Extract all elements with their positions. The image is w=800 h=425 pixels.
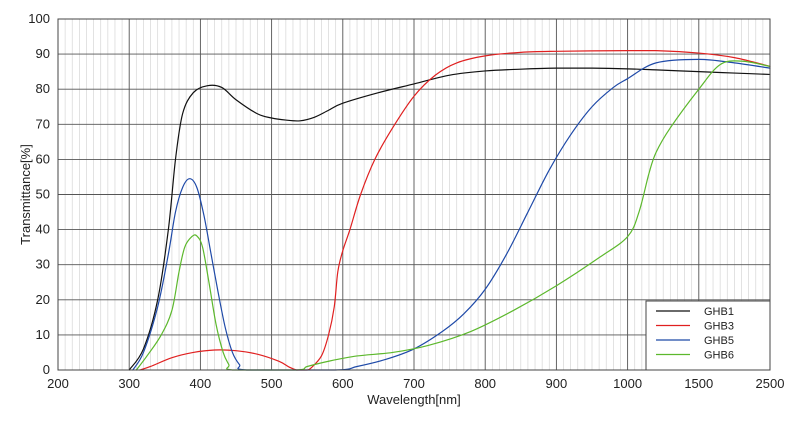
y-tick-label: 80 [36, 81, 50, 96]
y-axis-label: Transmittance[%] [18, 144, 33, 245]
plot-frame [57, 18, 771, 371]
y-tick-label: 70 [36, 116, 50, 131]
y-tick-label: 30 [36, 257, 50, 272]
legend-label: GHB5 [704, 335, 734, 347]
y-tick-label: 100 [28, 11, 50, 26]
series-line-ghb3 [139, 49, 771, 371]
y-tick-label: 40 [36, 222, 50, 237]
y-tick-labels: 0 10 20 30 40 50 60 70 80 90 100 [28, 11, 50, 377]
y-tick-label: 90 [36, 46, 50, 61]
legend: GHB1 GHB3 GHB5 GHB6 [645, 300, 771, 371]
x-tick-labels: 200 300 400 500 600 700 800 900 1000 1500 2500 [47, 376, 784, 391]
x-tick-label: 1500 [684, 376, 713, 391]
x-tick-label: 200 [47, 376, 69, 391]
series-layer [128, 49, 771, 371]
x-axis-label: Wavelength[nm] [367, 392, 460, 407]
series-line-ghb1 [128, 67, 771, 371]
x-tick-label: 500 [261, 376, 283, 391]
x-tick-label: 1000 [613, 376, 642, 391]
legend-label: GHB3 [704, 321, 734, 333]
y-tick-label: 20 [36, 292, 50, 307]
x-tick-label: 2500 [756, 376, 785, 391]
x-tick-label: 800 [474, 376, 496, 391]
legend-box [645, 300, 771, 371]
y-tick-label: 50 [36, 187, 50, 202]
x-tick-label: 300 [118, 376, 140, 391]
legend-label: GHB6 [704, 350, 734, 362]
series-line-ghb6 [135, 60, 771, 371]
x-tick-label: 400 [190, 376, 212, 391]
y-tick-label: 60 [36, 151, 50, 166]
x-tick-label: 700 [403, 376, 425, 391]
legend-label: GHB1 [704, 306, 734, 318]
series-line-ghb5 [132, 58, 771, 371]
y-tick-label: 0 [43, 362, 50, 377]
x-tick-label: 900 [546, 376, 568, 391]
x-tick-label: 600 [332, 376, 354, 391]
y-tick-label: 10 [36, 327, 50, 342]
